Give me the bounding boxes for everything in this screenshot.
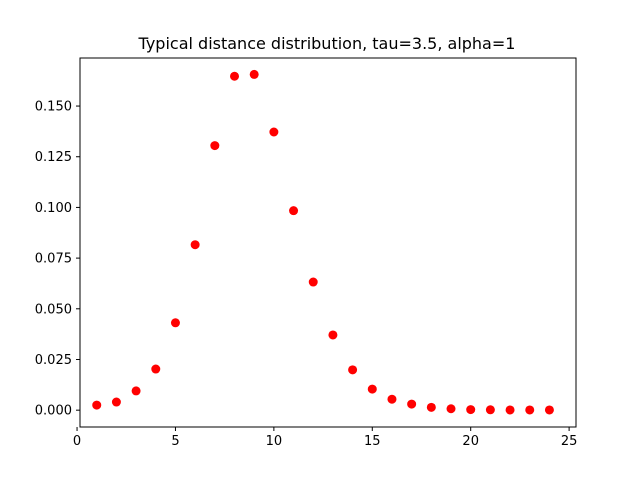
data-point: [170, 318, 180, 328]
plot-area-frame: [79, 57, 577, 428]
data-point: [92, 400, 102, 410]
x-tick-label: 0: [73, 434, 81, 449]
x-tick-label: 20: [462, 434, 479, 449]
y-tick-label: 0.125: [35, 150, 72, 165]
data-point: [328, 330, 338, 340]
y-tick-label: 0.100: [35, 201, 72, 216]
data-point: [151, 364, 161, 374]
data-point: [485, 405, 495, 415]
data-point: [131, 386, 141, 396]
data-point: [249, 69, 259, 79]
y-tick-label: 0.000: [35, 404, 72, 419]
data-point: [308, 277, 318, 287]
data-point: [190, 240, 200, 250]
data-point: [544, 405, 554, 415]
data-point: [426, 402, 436, 412]
data-point: [289, 206, 299, 216]
y-tick-label: 0.050: [35, 302, 72, 317]
data-points: [92, 69, 554, 415]
x-tick-label: 10: [266, 434, 283, 449]
y-tick-label: 0.025: [35, 353, 72, 368]
data-point: [446, 404, 456, 414]
data-point: [269, 127, 279, 137]
data-point: [387, 394, 397, 404]
data-point: [407, 399, 417, 409]
data-point: [348, 365, 358, 375]
data-point: [367, 384, 377, 394]
data-point: [230, 71, 240, 81]
x-tick-label: 5: [171, 434, 179, 449]
data-point: [466, 405, 476, 415]
chart-title: Typical distance distribution, tau=3.5, …: [138, 34, 516, 53]
data-point: [111, 397, 121, 407]
data-point: [210, 141, 220, 151]
x-tick-label: 15: [364, 434, 381, 449]
y-tick-label: 0.075: [35, 252, 72, 267]
data-point: [505, 405, 515, 415]
data-point: [525, 405, 535, 415]
y-tick-label: 0.150: [35, 100, 72, 115]
x-tick-label: 25: [561, 434, 578, 449]
axis-ticks: 0 5 10 15 20 25 0.000 0.025 0.050 0.075 0.100 0.125…: [35, 100, 578, 449]
